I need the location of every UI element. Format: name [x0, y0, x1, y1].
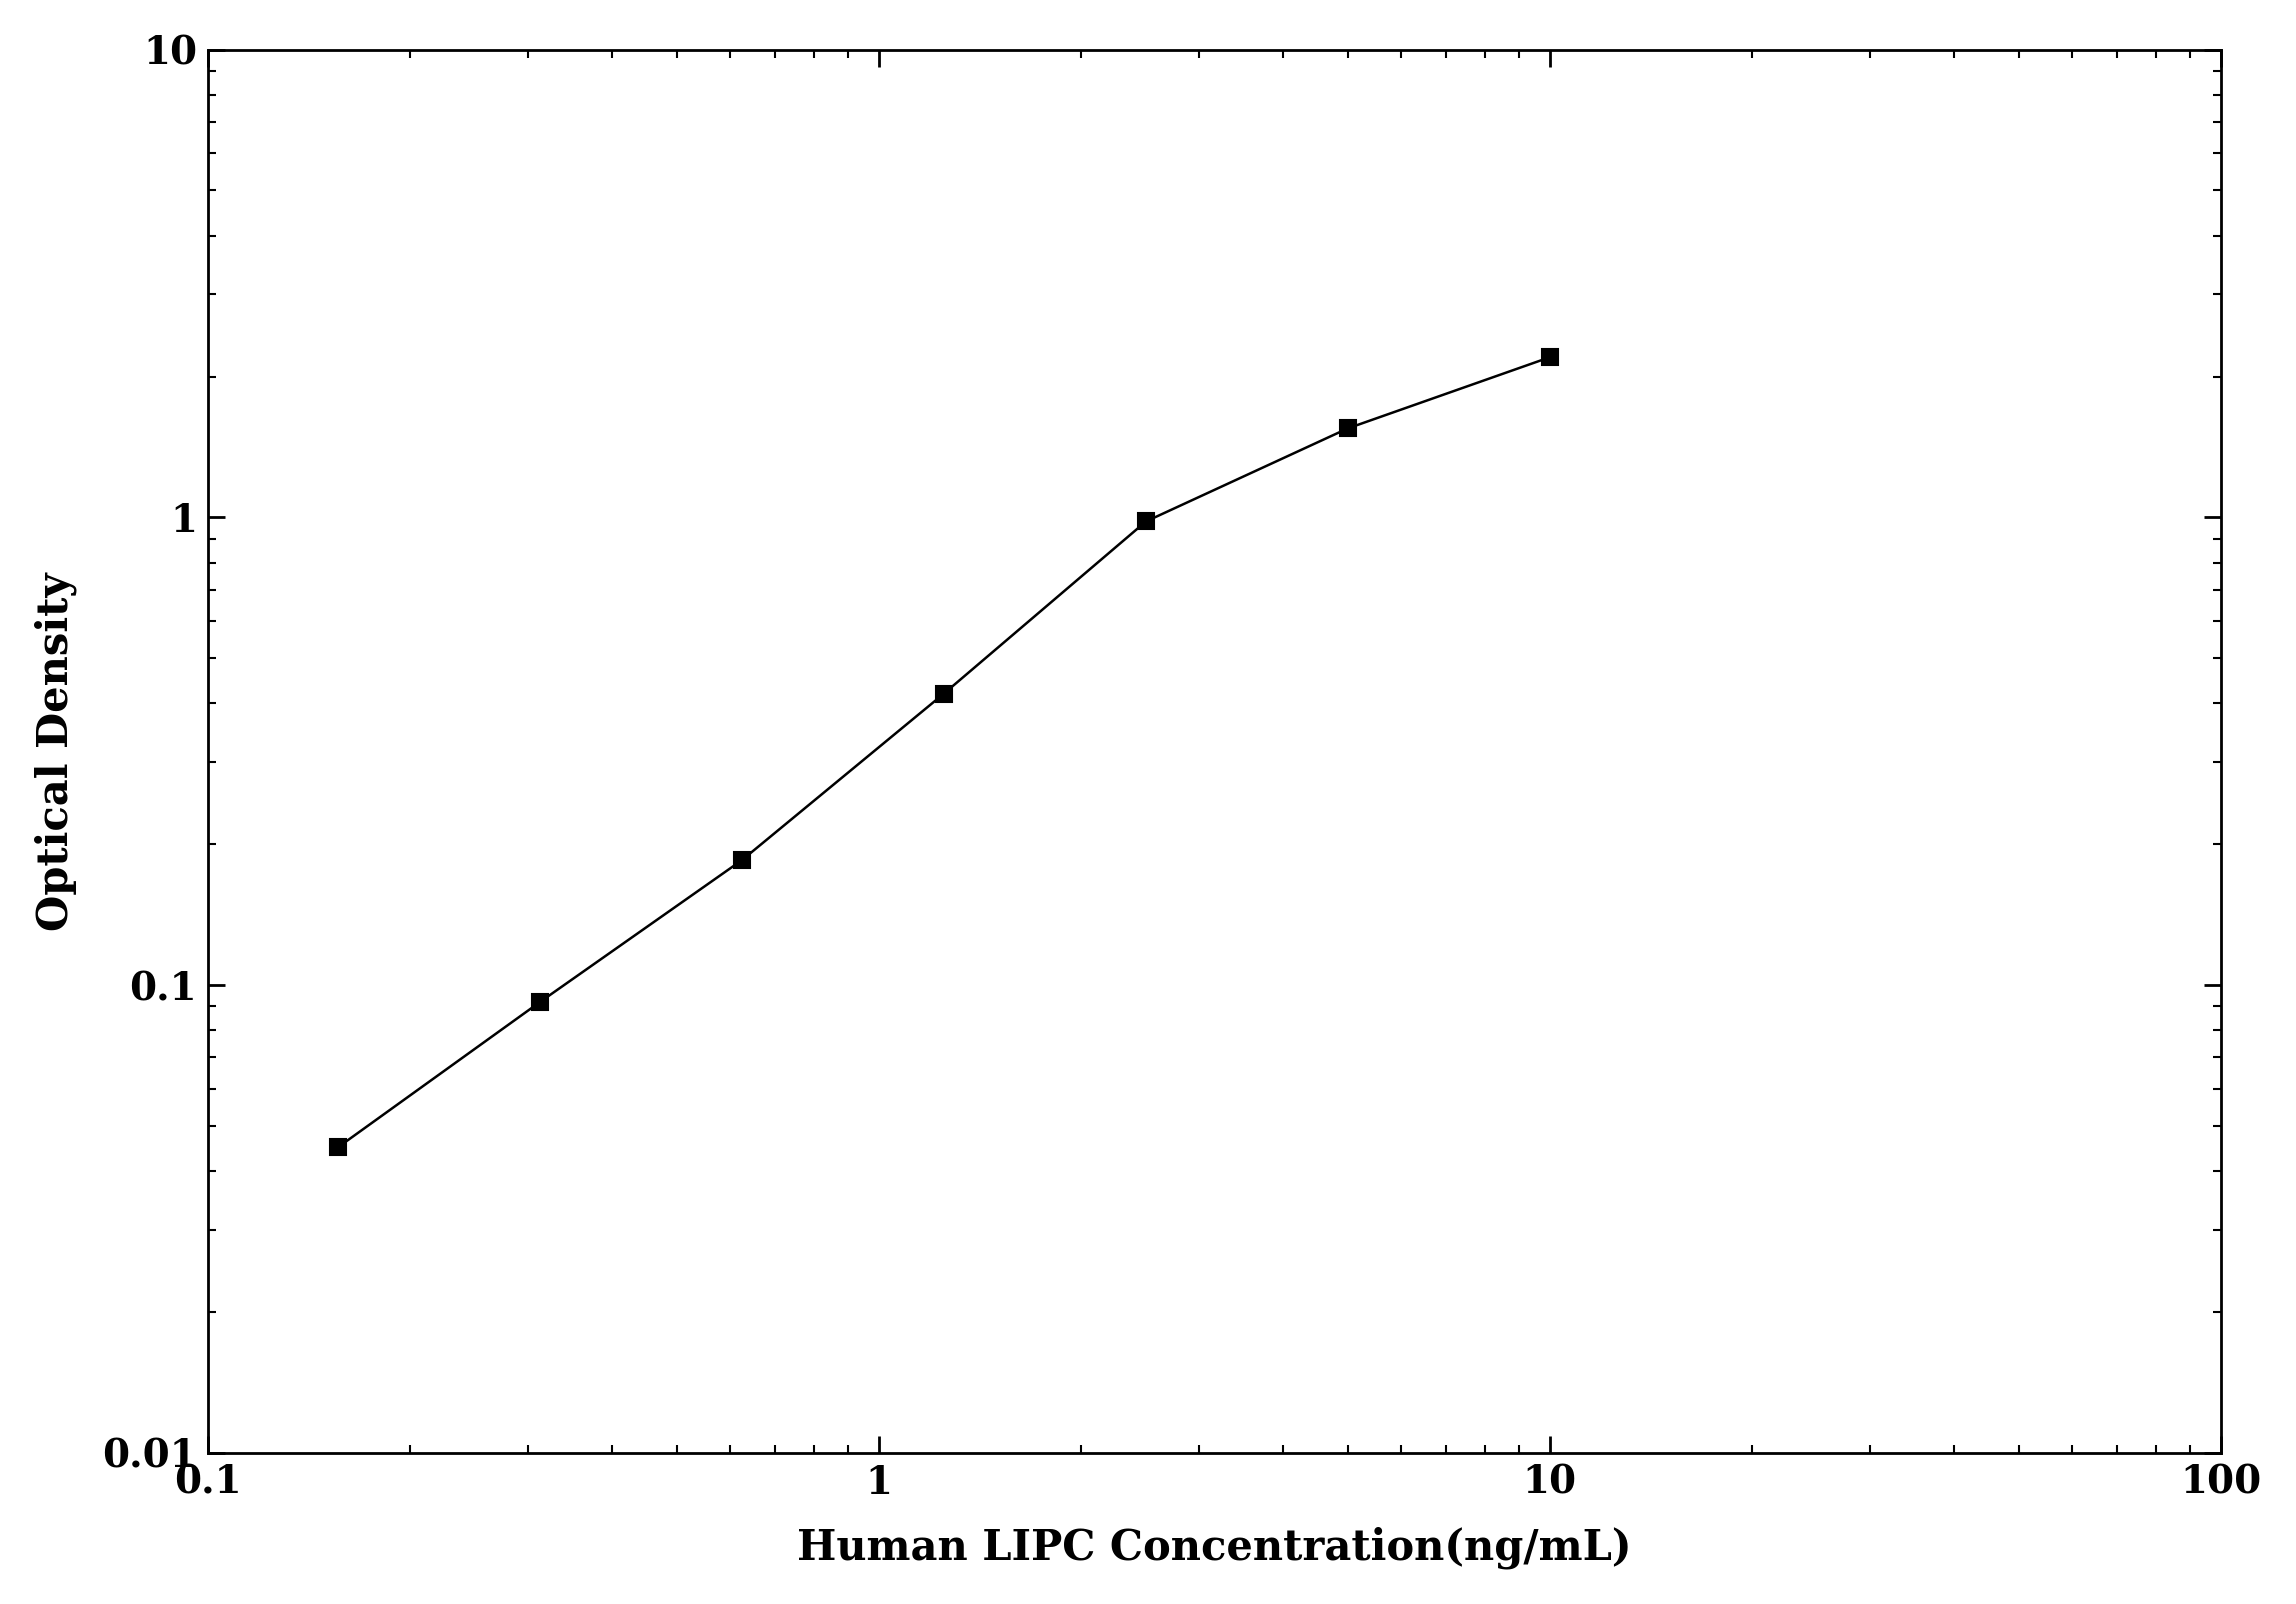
X-axis label: Human LIPC Concentration(ng/mL): Human LIPC Concentration(ng/mL)	[797, 1527, 1632, 1569]
Y-axis label: Optical Density: Optical Density	[34, 573, 78, 930]
